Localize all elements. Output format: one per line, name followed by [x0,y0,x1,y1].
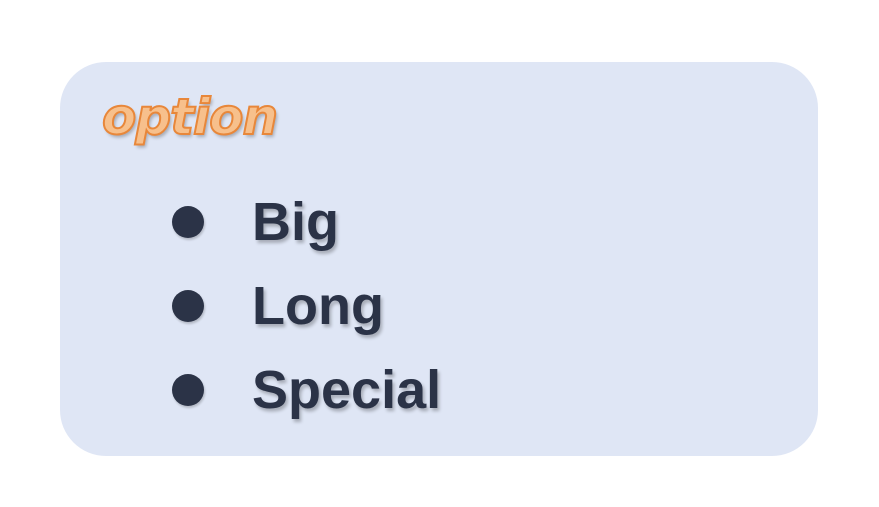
option-label-long: Long [252,276,384,336]
option-label-big: Big [252,192,339,252]
card-title: option [101,88,279,146]
bullet-icon [172,206,204,238]
bullet-icon [172,290,204,322]
option-label-special: Special [252,360,442,420]
list-item: Long [172,264,441,348]
list-item: Big [172,180,441,264]
list-item: Special [172,348,441,432]
option-list: Big Long Special [172,180,441,432]
bullet-icon [172,374,204,406]
